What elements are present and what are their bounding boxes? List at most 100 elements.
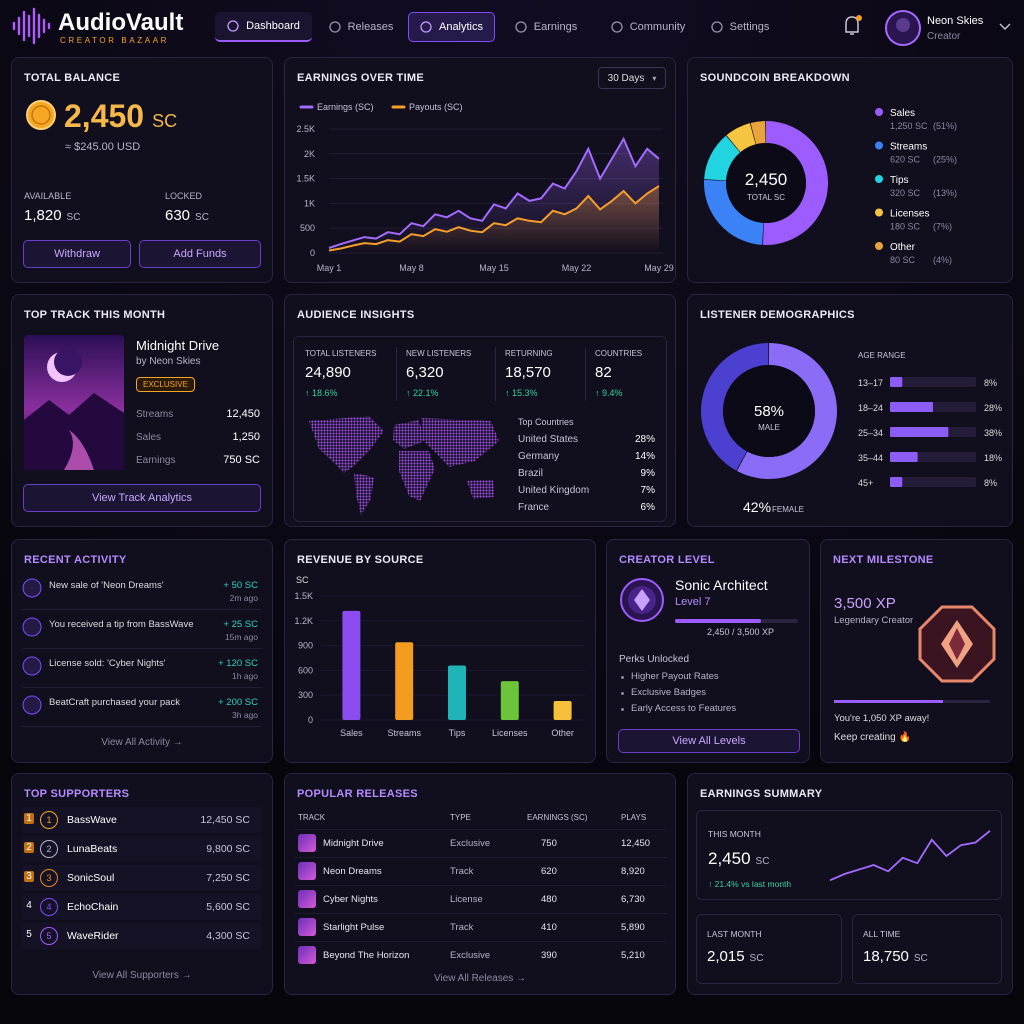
balance-usd: ≈ $245.00 USD: [65, 141, 141, 153]
cell: Exclusive: [450, 950, 491, 961]
chart-area: [26, 100, 56, 130]
balance-amount: 2,450: [64, 98, 145, 134]
perk-bullet: [621, 676, 624, 679]
legend-pct: (7%): [933, 222, 952, 232]
all_time-unit: SC: [913, 953, 928, 964]
column-header: PLAYS: [621, 813, 647, 822]
level-card: CREATOR LEVEL Sonic Architect Level 7 2,45…: [606, 539, 810, 763]
y-tick-label: 1.5K: [294, 591, 313, 601]
nav-icon: [710, 21, 723, 33]
perk: Exclusive Badges: [631, 687, 706, 698]
nav-item[interactable]: Releases: [322, 12, 400, 42]
locked-row: 630 SC: [165, 207, 209, 225]
donut-slice: [762, 120, 829, 245]
y-tick-label: 500: [300, 223, 315, 233]
milestone-card: NEXT MILESTONE 3,500 XP Legendary Creator…: [820, 539, 1013, 763]
view-levels-button[interactable]: View All Levels: [618, 729, 800, 753]
rank-badge: 4: [40, 898, 58, 916]
activity-amount: + 25 SC: [223, 619, 258, 630]
nav-icon: [611, 21, 623, 33]
add-funds-button[interactable]: Add Funds: [139, 240, 261, 268]
country-share: 7%: [640, 485, 655, 496]
milestone-gem: [918, 605, 996, 683]
cell: 5,210: [621, 950, 645, 961]
female-pct: 42%: [743, 499, 771, 515]
month-unit: SC: [755, 856, 770, 867]
nav-item[interactable]: Settings: [702, 12, 778, 42]
perk-bullet: [621, 708, 624, 711]
rank: 5: [26, 929, 32, 940]
supporter-name: BassWave: [67, 814, 117, 826]
bell-icon: [845, 16, 859, 35]
male-label: MALE: [758, 423, 780, 432]
cell: Track: [450, 922, 474, 933]
all_time-value: 18,750: [863, 948, 909, 965]
chart-area: [845, 15, 862, 35]
stat-label: Earnings: [136, 455, 176, 466]
view-all-link[interactable]: View All Supporters →: [92, 970, 192, 981]
tagline: CREATOR BAZAAR: [60, 36, 170, 45]
activity-card: RECENT ACTIVITY New sale of 'Neon Dreams'…: [11, 539, 273, 763]
chart-area: [999, 23, 1011, 30]
chart-area: 2,450 TOTAL SC Sales 1,250 SC (51%) Streams 62…: [704, 108, 957, 265]
withdraw-button[interactable]: Withdraw: [23, 240, 131, 268]
separator: [22, 648, 262, 649]
country-name: Brazil: [518, 468, 544, 479]
track-analytics-button[interactable]: View Track Analytics: [23, 484, 261, 512]
stat-label: TOTAL LISTENERS: [305, 349, 377, 358]
trend-line: [829, 830, 991, 882]
y-tick-label: 1.5K: [296, 174, 315, 184]
y-tick-label: 900: [298, 641, 313, 651]
bar-value: 8%: [984, 378, 997, 388]
countries-title: Top Countries: [518, 417, 574, 427]
month-value: 2,450: [708, 849, 751, 868]
bar: [890, 377, 903, 387]
world-map: [309, 416, 499, 515]
legend-pct: (25%): [933, 155, 957, 165]
view-all-link[interactable]: View All Activity →: [101, 737, 183, 748]
age-label: 35–44: [858, 453, 883, 463]
card-title: SOUNDCOIN BREAKDOWN: [700, 72, 850, 84]
supporter-row: [22, 865, 262, 891]
bar-track: [890, 477, 976, 487]
view-all-link[interactable]: View All Releases →: [433, 973, 527, 984]
card-title: LISTENER DEMOGRAPHICS: [700, 309, 855, 321]
supporter-amount: 12,450 SC: [200, 814, 250, 826]
nav-label: Analytics: [438, 21, 484, 33]
range-dropdown[interactable]: 30 Days ▾: [598, 67, 666, 89]
logo: AudioVault: [58, 9, 184, 36]
cell: Beyond The Horizon: [323, 950, 410, 961]
nav-item[interactable]: Community: [598, 12, 698, 42]
milestone-name: Legendary Creator: [834, 615, 914, 626]
stat-divider: [585, 347, 586, 401]
supporter-amount: 4,300 SC: [206, 930, 250, 942]
country-share: 6%: [640, 502, 655, 513]
activity-amount: + 200 SC: [218, 697, 258, 708]
country-name: United Kingdom: [518, 485, 590, 496]
card-title: TOP SUPPORTERS: [24, 788, 130, 800]
icon-shape: [710, 21, 723, 33]
revenue-card: REVENUE BY SOURCE SC 0 300 600 900 1.2K 1.5K Sal…: [284, 539, 596, 763]
y-tick-label: 2.5K: [296, 124, 315, 134]
row-divider: [295, 913, 667, 914]
available-value: 1,820: [24, 207, 62, 224]
avatar-face: [896, 18, 910, 32]
nav-item[interactable]: Dashboard: [215, 12, 312, 42]
chart-area: [22, 695, 42, 715]
stat-label: COUNTRIES: [595, 349, 643, 358]
card-title: AUDIENCE INSIGHTS: [297, 309, 415, 321]
donut-hole: [726, 143, 806, 223]
nav-item[interactable]: Earnings: [505, 12, 587, 42]
chart-area: [885, 10, 921, 46]
column-header: TYPE: [450, 813, 471, 822]
nav-item[interactable]: Analytics: [408, 12, 495, 42]
level-number: Level 7: [675, 596, 711, 608]
stat-label: RETURNING: [505, 349, 553, 358]
stat-label: NEW LISTENERS: [406, 349, 472, 358]
activity-time: 2m ago: [229, 593, 258, 603]
level-badge: [620, 578, 664, 622]
last_month-label: LAST MONTH: [707, 929, 762, 939]
logo-icon: [12, 7, 51, 45]
legend-pct: (4%): [933, 255, 952, 265]
age-label: 25–34: [858, 428, 883, 438]
